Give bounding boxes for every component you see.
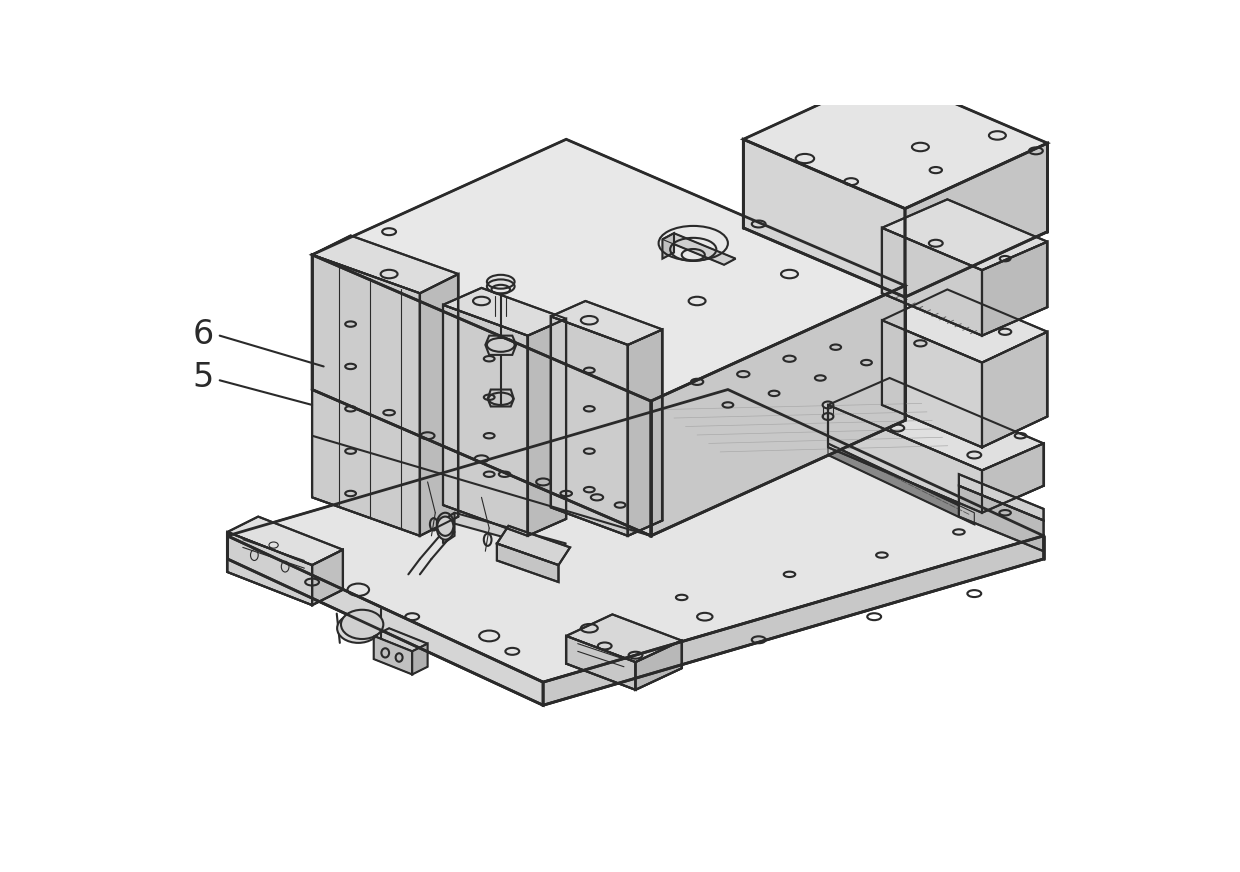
Polygon shape <box>982 242 1048 336</box>
Polygon shape <box>828 378 1044 470</box>
Polygon shape <box>551 317 627 535</box>
Polygon shape <box>412 644 428 674</box>
Polygon shape <box>567 636 635 690</box>
Polygon shape <box>443 288 567 336</box>
Polygon shape <box>567 615 682 662</box>
Polygon shape <box>443 513 567 551</box>
Polygon shape <box>227 532 312 605</box>
Polygon shape <box>959 486 1044 551</box>
Polygon shape <box>662 233 675 259</box>
Polygon shape <box>487 390 513 406</box>
Polygon shape <box>528 318 567 535</box>
Polygon shape <box>312 549 343 605</box>
Polygon shape <box>635 641 682 690</box>
Polygon shape <box>551 301 662 345</box>
Text: 6: 6 <box>192 317 213 351</box>
Polygon shape <box>882 228 982 336</box>
Polygon shape <box>743 74 1048 208</box>
Ellipse shape <box>487 275 515 289</box>
Polygon shape <box>227 535 543 705</box>
Polygon shape <box>743 140 905 297</box>
Polygon shape <box>543 535 1044 705</box>
Polygon shape <box>982 331 1048 447</box>
Polygon shape <box>982 444 1044 513</box>
Polygon shape <box>828 444 975 524</box>
Polygon shape <box>227 516 343 565</box>
Polygon shape <box>312 140 905 401</box>
Polygon shape <box>373 636 412 674</box>
Polygon shape <box>373 628 428 651</box>
Polygon shape <box>959 474 1044 521</box>
Text: 5: 5 <box>192 362 213 394</box>
Polygon shape <box>420 274 459 535</box>
Polygon shape <box>627 330 662 535</box>
Polygon shape <box>312 235 459 293</box>
Polygon shape <box>497 526 570 565</box>
Ellipse shape <box>822 401 833 408</box>
Polygon shape <box>312 255 420 535</box>
Polygon shape <box>227 390 1044 682</box>
Polygon shape <box>651 286 905 535</box>
Polygon shape <box>312 255 651 535</box>
Ellipse shape <box>436 516 454 540</box>
Polygon shape <box>497 543 558 582</box>
Ellipse shape <box>337 614 379 643</box>
Polygon shape <box>443 305 528 535</box>
Polygon shape <box>828 405 982 513</box>
Polygon shape <box>882 320 982 447</box>
Polygon shape <box>485 336 516 355</box>
Polygon shape <box>882 200 1048 270</box>
Polygon shape <box>905 143 1048 297</box>
Polygon shape <box>443 513 455 543</box>
Polygon shape <box>662 233 735 265</box>
Ellipse shape <box>341 610 383 639</box>
Polygon shape <box>882 290 1048 363</box>
